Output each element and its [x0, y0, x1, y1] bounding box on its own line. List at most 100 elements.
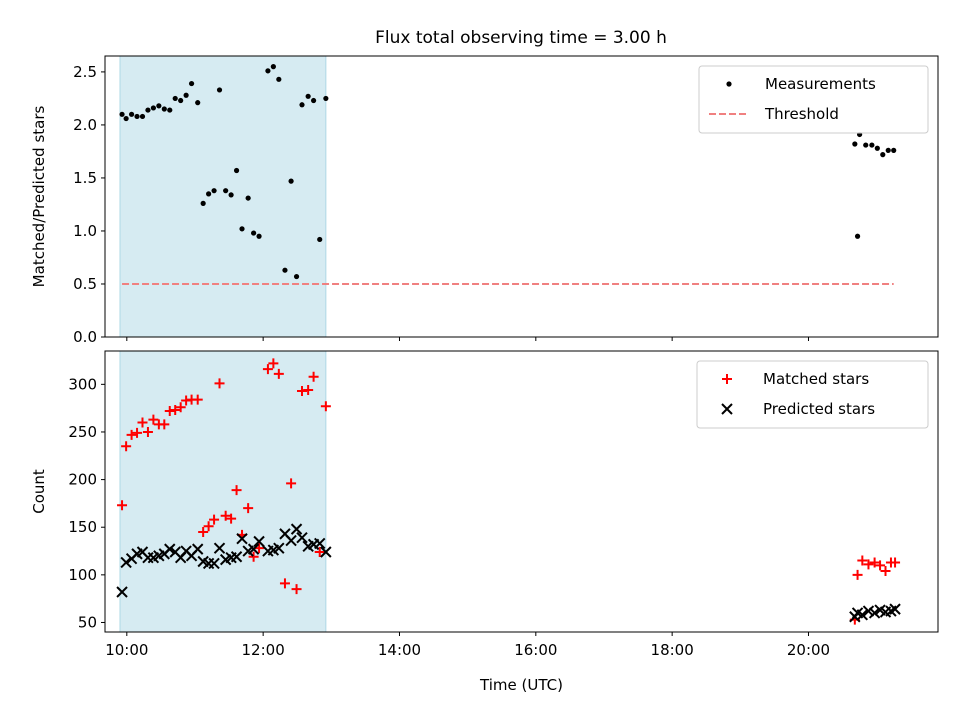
matched-star-point — [231, 485, 242, 496]
predicted-star-point — [236, 532, 248, 545]
measurement-point — [195, 100, 201, 106]
measurement-point — [293, 273, 300, 280]
y-axis-label: Count — [30, 469, 48, 514]
measurement-point — [188, 80, 195, 87]
axes-frame — [104, 350, 939, 633]
legend-label: Measurements — [765, 75, 876, 93]
y-tick-label: 1.0 — [73, 222, 97, 240]
matched-star-point — [137, 417, 148, 428]
predicted-star-point — [320, 546, 332, 558]
measurement-point — [288, 178, 294, 184]
x-tick-label: 16:00 — [514, 641, 557, 659]
matched-star-point — [320, 401, 331, 412]
legend-matched-swatch — [722, 374, 732, 384]
measurement-point — [270, 64, 276, 70]
measurement-point — [317, 236, 323, 243]
measurement-point — [134, 113, 140, 120]
matched-star-point — [308, 371, 319, 382]
matched-star-point — [243, 503, 254, 514]
matched-star-point — [214, 378, 225, 389]
measurement-point — [206, 191, 212, 197]
y-tick-label: 0.5 — [73, 275, 97, 293]
matched-star-point — [273, 368, 284, 379]
matched-star-point — [203, 521, 214, 532]
measurement-point — [139, 113, 146, 120]
measurement-point — [863, 142, 869, 148]
axes-frame — [104, 55, 939, 338]
matched-star-point — [262, 364, 273, 375]
predicted-star-point — [314, 537, 326, 550]
y-tick-label: 50 — [78, 613, 97, 631]
measurement-point — [178, 97, 184, 104]
matched-star-point — [890, 557, 901, 568]
matched-star-point — [117, 500, 128, 511]
y-tick-label: 250 — [68, 423, 97, 441]
measurement-point — [145, 107, 151, 113]
y-tick-label: 1.5 — [73, 169, 97, 187]
matched-star-point — [148, 414, 159, 425]
measurement-point — [276, 76, 282, 82]
predicted-star-point — [208, 557, 220, 570]
measurement-point — [310, 97, 317, 104]
matched-star-point — [126, 429, 137, 440]
measurement-point — [161, 106, 167, 112]
measurement-point — [874, 145, 880, 151]
measurement-point — [265, 68, 271, 74]
matched-star-point — [192, 394, 203, 405]
y-tick-label: 0.0 — [73, 328, 97, 346]
measurement-point — [183, 92, 189, 98]
measurement-point — [854, 233, 861, 239]
predicted-star-point — [247, 543, 260, 555]
measurement-point — [150, 105, 156, 111]
matched-star-point — [880, 566, 891, 577]
measurement-point — [282, 267, 288, 273]
measurement-point — [245, 195, 251, 201]
matched-star-point — [121, 441, 132, 452]
matched-star-point — [248, 551, 259, 562]
matched-star-point — [132, 427, 143, 438]
x-tick-label: 20:00 — [787, 641, 830, 659]
predicted-star-point — [164, 543, 176, 555]
y-tick-label: 200 — [68, 471, 97, 489]
measurement-point — [852, 141, 858, 147]
matched-star-point — [209, 514, 220, 525]
figure-title: Flux total observing time = 3.00 h — [375, 28, 667, 48]
y-tick-label: 300 — [68, 375, 97, 393]
matched-star-point — [314, 546, 325, 557]
legend-predicted-swatch — [721, 403, 733, 415]
y-tick-label: 2.5 — [73, 63, 97, 81]
plot-area — [119, 64, 897, 285]
measurement-point — [167, 107, 173, 113]
measurement-point — [880, 152, 886, 158]
matched-star-point — [142, 426, 153, 437]
measurement-point — [211, 188, 217, 194]
measurement-point — [239, 226, 245, 232]
matched-star-point — [198, 526, 209, 537]
matched-star-point — [286, 478, 297, 489]
predicted-star-point — [889, 603, 901, 615]
matched-star-point — [852, 569, 863, 580]
predicted-star-point — [253, 535, 265, 548]
legend-measurement-swatch — [726, 81, 732, 87]
plot-area — [116, 358, 901, 625]
predicted-star-point — [296, 531, 308, 544]
predicted-star-point — [290, 523, 303, 535]
x-tick-label: 12:00 — [242, 641, 285, 659]
measurement-point — [223, 188, 229, 194]
y-tick-label: 100 — [68, 566, 97, 584]
legend-frame — [698, 65, 929, 134]
predicted-star-point — [285, 534, 297, 547]
measurement-point — [156, 103, 162, 109]
measurement-point — [123, 115, 129, 122]
y-tick-label: 2.0 — [73, 116, 97, 134]
matched-star-point — [159, 419, 170, 430]
predicted-star-point — [868, 607, 881, 619]
x-tick-label: 18:00 — [651, 641, 694, 659]
measurement-point — [128, 111, 135, 117]
predicted-star-point — [120, 556, 132, 569]
predicted-star-point — [230, 551, 243, 563]
legend: Matched stars Predicted stars — [696, 360, 929, 429]
matched-star-point — [857, 555, 868, 566]
predicted-star-point — [856, 609, 869, 621]
